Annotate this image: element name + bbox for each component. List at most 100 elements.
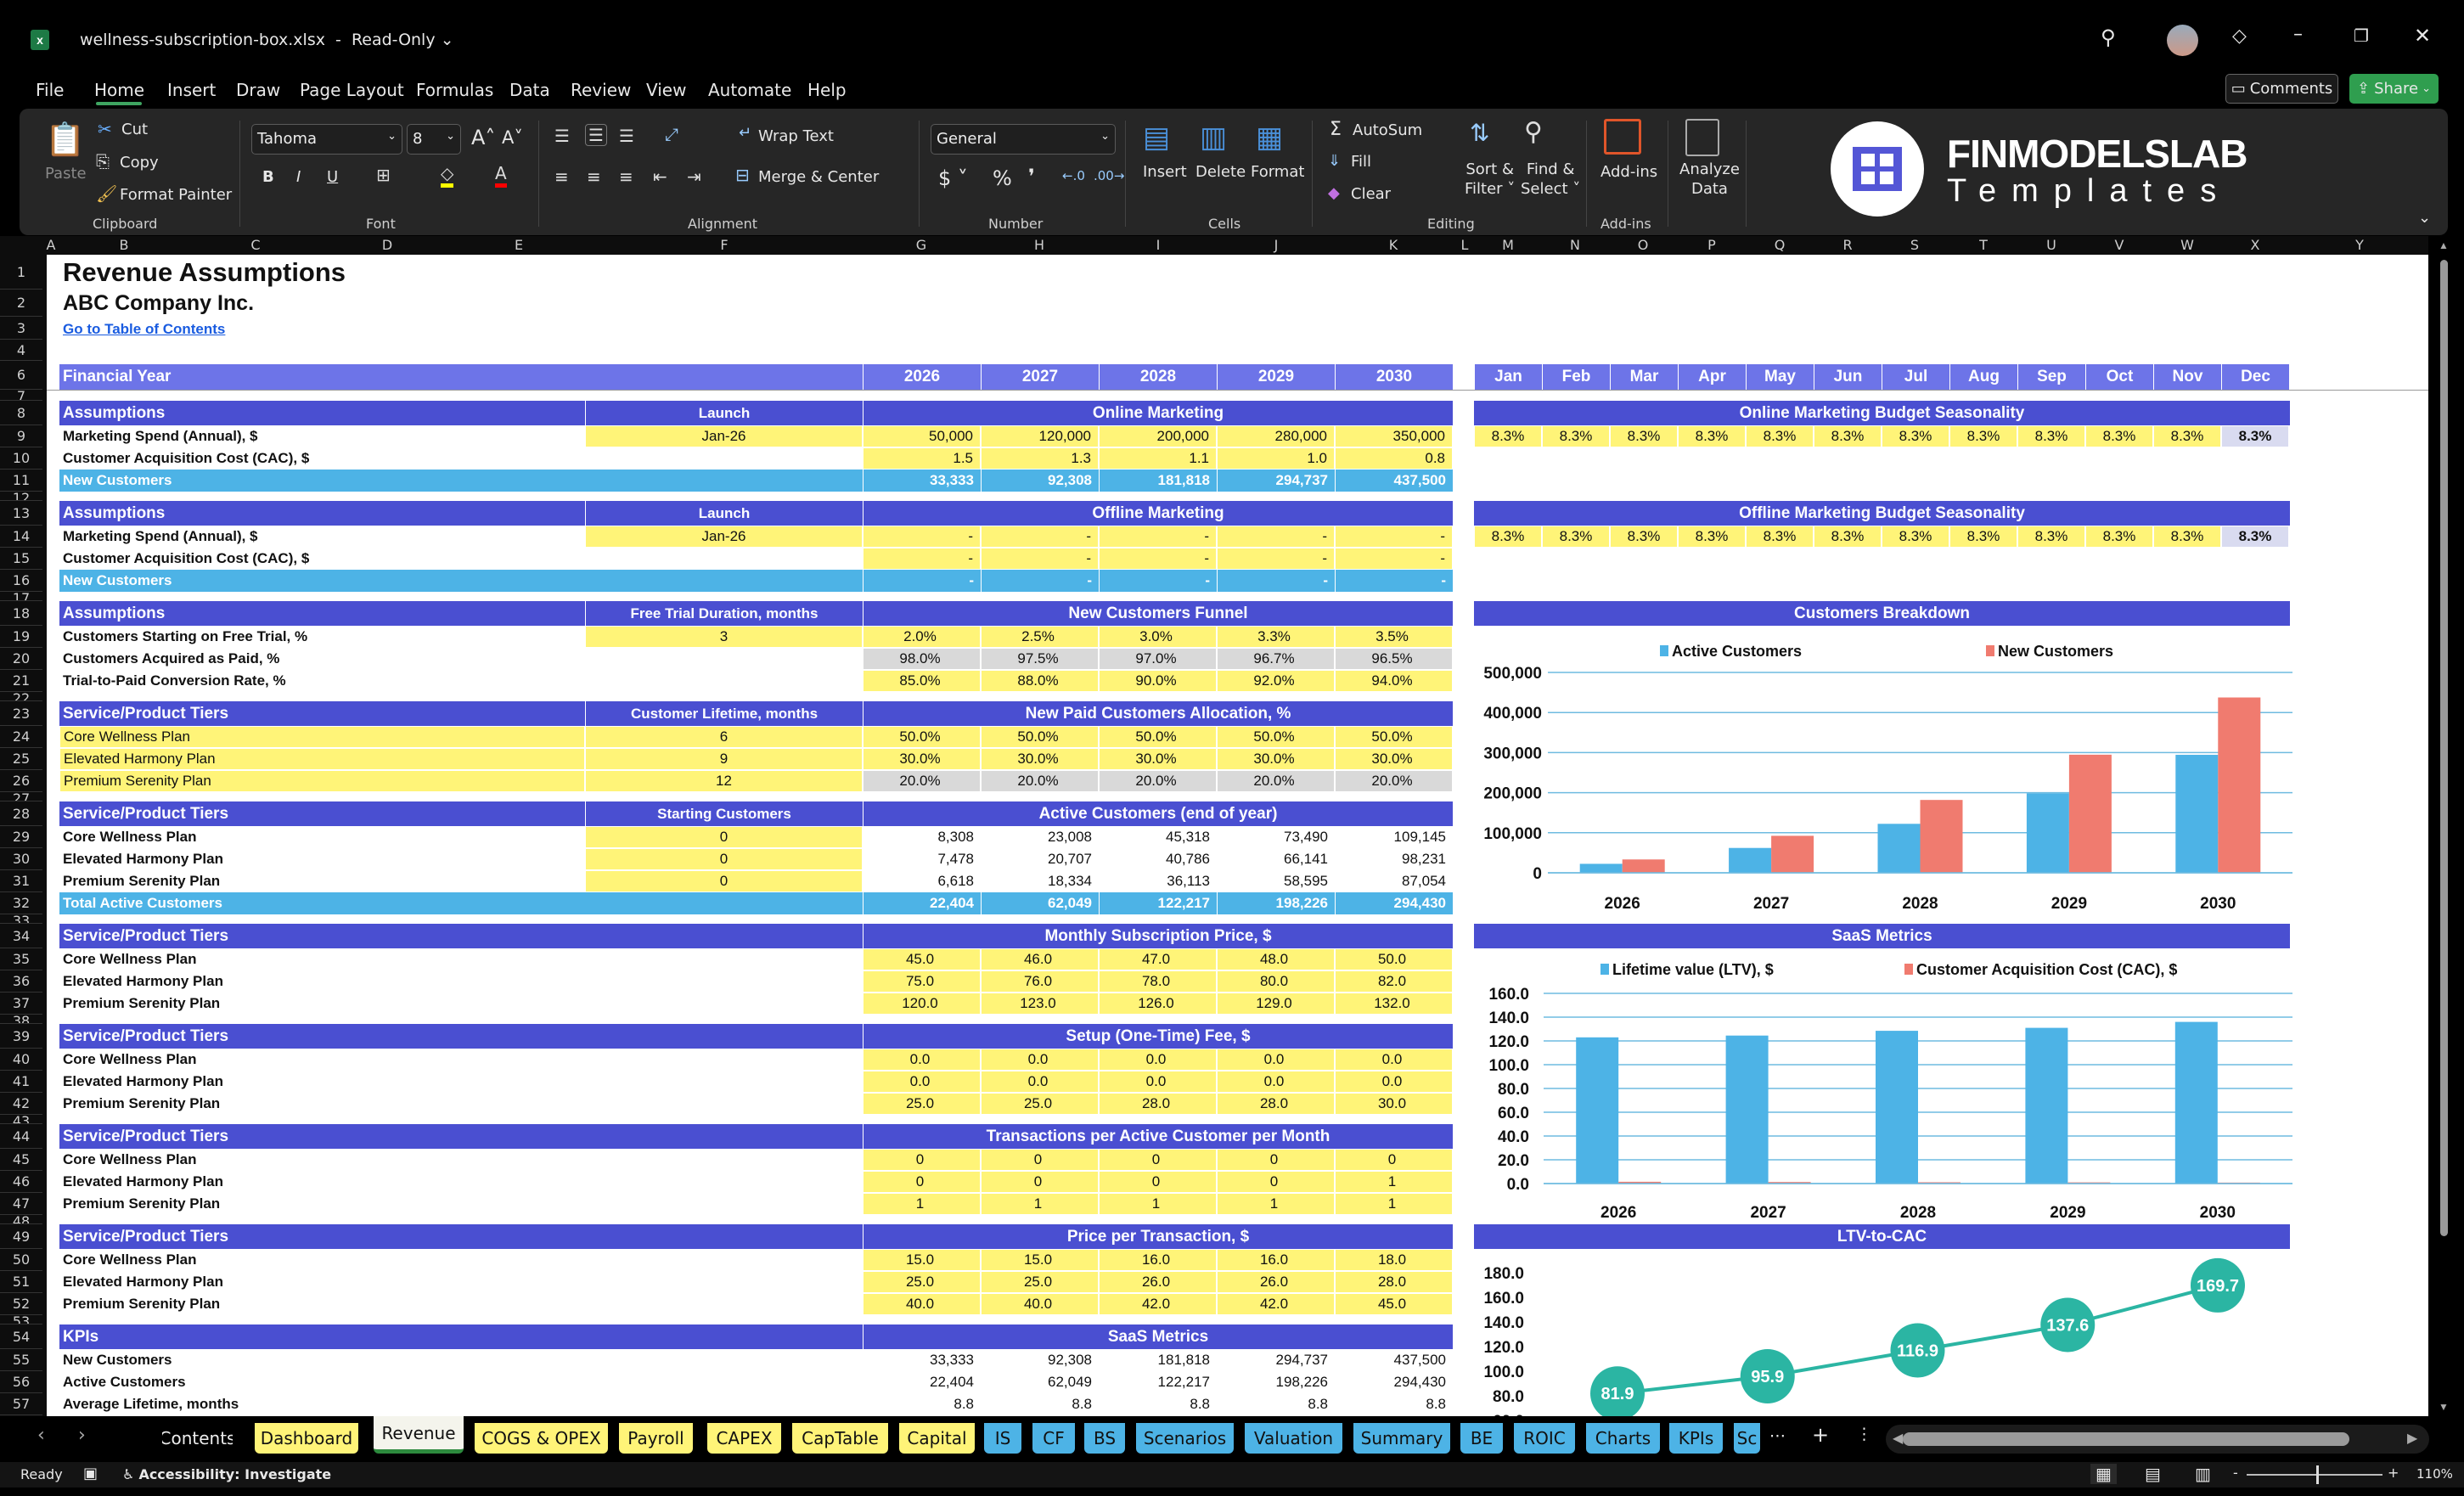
row-header[interactable]: 13 (0, 501, 42, 526)
input-cell[interactable]: 1 (1335, 1171, 1453, 1193)
row-header[interactable]: 11 (0, 470, 42, 492)
input-cell[interactable]: - (981, 548, 1099, 570)
row-header[interactable]: 56 (0, 1371, 42, 1393)
input-cell[interactable]: 0 (1099, 1149, 1217, 1171)
column-header-R[interactable]: R (1842, 237, 1853, 253)
sheet-tab-revenue[interactable]: Revenue (374, 1416, 464, 1454)
increase-font-icon[interactable]: A˄ (471, 126, 496, 149)
input-cell[interactable]: 0.0 (981, 1049, 1099, 1071)
analyze-data-button[interactable]: Analyze Data (1679, 160, 1740, 198)
seasonality-cell[interactable]: 8.3% (1882, 526, 1949, 548)
input-cell[interactable]: 25.0 (863, 1271, 981, 1293)
sheet-tab-is[interactable]: IS (984, 1423, 1021, 1454)
input-cell[interactable]: 1.0 (1217, 447, 1335, 470)
seasonality-cell[interactable]: 8.3% (1610, 526, 1678, 548)
horizontal-scrollbar[interactable]: ◀ ▶ (1886, 1425, 2429, 1454)
input-cell[interactable]: 1.3 (981, 447, 1099, 470)
input-cell[interactable]: 0 (585, 826, 863, 848)
row-header[interactable]: 46 (0, 1171, 42, 1193)
seasonality-cell[interactable]: 8.3% (2153, 425, 2221, 447)
column-header-P[interactable]: P (1707, 237, 1716, 253)
number-format-select[interactable]: General ⌄ (931, 124, 1116, 155)
row-header[interactable]: 17 (0, 592, 42, 601)
input-cell[interactable]: 88.0% (981, 670, 1099, 692)
column-header-W[interactable]: W (2180, 237, 2194, 253)
scroll-right-icon[interactable]: ▶ (2407, 1431, 2418, 1446)
column-header-G[interactable]: G (915, 237, 927, 253)
input-cell[interactable]: 85.0% (863, 670, 981, 692)
input-cell[interactable]: 120,000 (981, 425, 1099, 447)
sheet-options-button[interactable]: ⋮ (1856, 1425, 1872, 1443)
copy-button[interactable]: Copy (120, 154, 159, 172)
row-header[interactable]: 35 (0, 948, 42, 970)
align-center-icon[interactable]: ≡ (587, 166, 601, 187)
font-color-icon[interactable]: A (495, 163, 507, 188)
italic-button[interactable]: I (296, 168, 301, 186)
merge-center-button[interactable]: Merge & Center (758, 168, 880, 186)
delete-cells-button[interactable]: Delete (1195, 163, 1246, 181)
input-cell[interactable]: 45.0 (863, 948, 981, 970)
input-cell[interactable]: 30.0% (1217, 748, 1335, 770)
input-cell[interactable]: 50.0 (1335, 948, 1453, 970)
find-select-button[interactable]: Find & Select ˅ (1521, 160, 1581, 198)
input-cell[interactable]: 126.0 (1099, 993, 1217, 1015)
menu-home[interactable]: Home (94, 80, 145, 100)
input-cell[interactable]: 0.0 (981, 1071, 1099, 1093)
row-header[interactable]: 1 (0, 255, 42, 290)
row-header[interactable]: 41 (0, 1071, 42, 1093)
orientation-icon[interactable]: ⤢ (665, 124, 678, 144)
sheet-tab-be[interactable]: BE (1460, 1423, 1503, 1454)
input-cell[interactable]: Jan-26 (585, 425, 863, 447)
column-header-V[interactable]: V (2114, 237, 2124, 253)
seasonality-cell[interactable]: 8.3% (1542, 425, 1610, 447)
input-cell[interactable]: - (981, 526, 1099, 548)
input-cell[interactable]: - (863, 548, 981, 570)
row-header[interactable]: 31 (0, 870, 42, 892)
input-cell[interactable]: 3.3% (1217, 626, 1335, 648)
input-cell[interactable]: 25.0 (981, 1271, 1099, 1293)
input-cell[interactable]: 0.8 (1335, 447, 1453, 470)
column-header-I[interactable]: I (1156, 237, 1161, 253)
row-header[interactable]: 49 (0, 1224, 42, 1249)
row-header[interactable]: 15 (0, 548, 42, 570)
input-cell[interactable]: 1.5 (863, 447, 981, 470)
input-cell[interactable]: 0.0 (1217, 1071, 1335, 1093)
row-header[interactable]: 39 (0, 1024, 42, 1049)
row-header[interactable]: 21 (0, 670, 42, 692)
seasonality-cell[interactable]: 8.3% (1746, 526, 1814, 548)
row-header[interactable]: 6 (0, 361, 42, 390)
input-cell[interactable]: 26.0 (1099, 1271, 1217, 1293)
decrease-indent-icon[interactable]: ⇤ (653, 166, 667, 187)
input-cell[interactable]: Jan-26 (585, 526, 863, 548)
input-cell[interactable]: 0 (863, 1171, 981, 1193)
input-cell[interactable]: 1 (981, 1193, 1099, 1215)
row-header[interactable]: 43 (0, 1115, 42, 1124)
align-bottom-icon[interactable]: ☰ (619, 126, 634, 146)
input-cell[interactable]: 94.0% (1335, 670, 1453, 692)
seasonality-cell[interactable]: 8.3% (1610, 425, 1678, 447)
seasonality-cell[interactable]: 8.3% (1678, 526, 1746, 548)
diamond-icon[interactable]: ◇ (2232, 25, 2247, 47)
decrease-decimal-icon[interactable]: .00→ (1094, 168, 1125, 183)
restore-icon[interactable]: ❐ (2354, 25, 2369, 46)
column-header-K[interactable]: K (1388, 237, 1398, 253)
input-cell[interactable]: 30.0% (1099, 748, 1217, 770)
input-cell[interactable]: 129.0 (1217, 993, 1335, 1015)
input-cell[interactable]: 47.0 (1099, 948, 1217, 970)
row-header[interactable]: 20 (0, 648, 42, 670)
input-cell[interactable]: 0 (1217, 1149, 1335, 1171)
row-header[interactable]: 51 (0, 1271, 42, 1293)
row-header[interactable]: 9 (0, 425, 42, 447)
column-header-X[interactable]: X (2250, 237, 2260, 253)
bold-button[interactable]: B (262, 168, 274, 186)
column-header-D[interactable]: D (381, 237, 393, 253)
input-cell[interactable]: 1 (1335, 1193, 1453, 1215)
collapse-ribbon-icon[interactable]: ⌄ (2418, 209, 2432, 227)
seasonality-cell[interactable]: 8.3% (1474, 526, 1542, 548)
input-cell[interactable]: 0 (1335, 1149, 1453, 1171)
row-header[interactable]: 24 (0, 726, 42, 748)
sheet-tab-dashboard[interactable]: Dashboard (255, 1423, 358, 1454)
seasonality-cell[interactable]: 8.3% (2017, 425, 2085, 447)
input-cell[interactable]: 123.0 (981, 993, 1099, 1015)
zoom-out-button[interactable]: - (2233, 1465, 2238, 1481)
